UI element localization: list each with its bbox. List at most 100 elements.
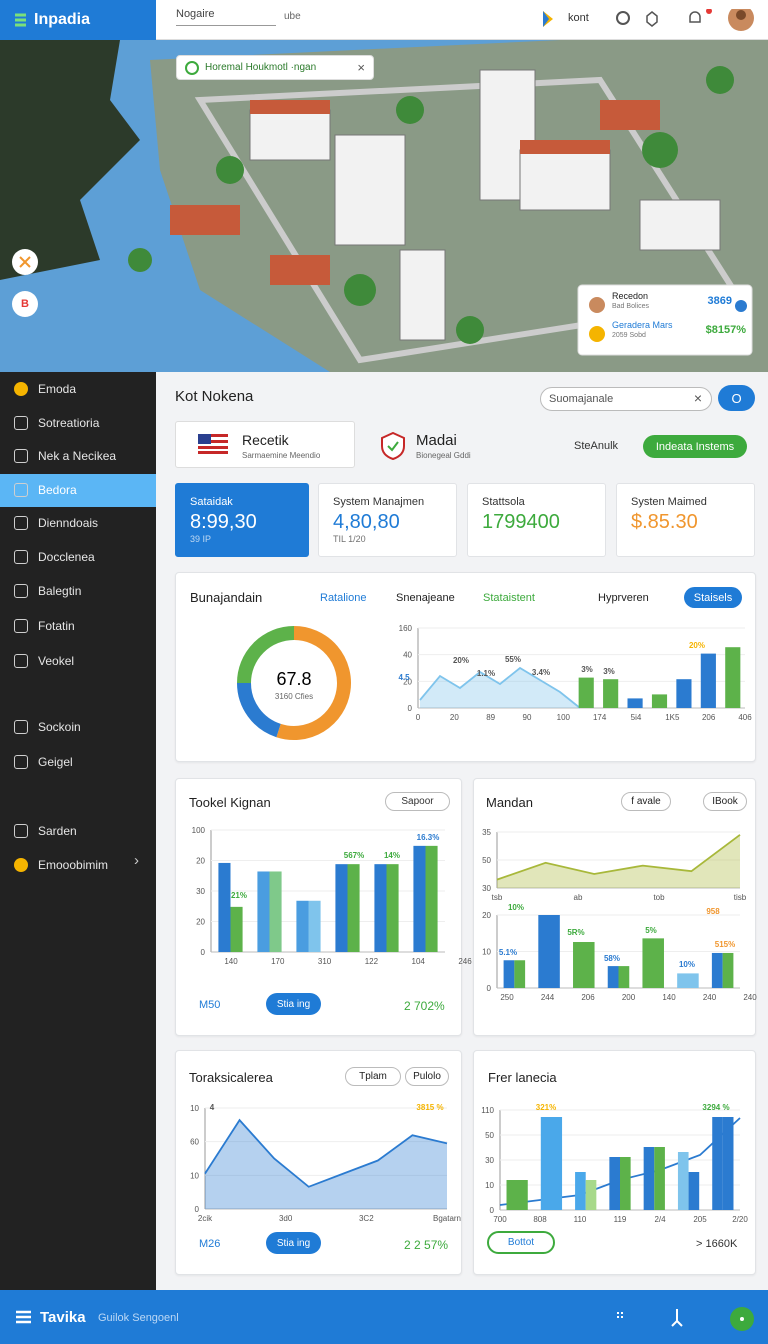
panel-button[interactable]: Tplam (345, 1067, 401, 1086)
info-title: Recetik (242, 432, 289, 448)
sidebar-label: Emooobimim (38, 858, 109, 872)
panel-button[interactable]: f avale (621, 792, 671, 811)
toast-close[interactable]: × (357, 60, 365, 75)
map-button[interactable]: B (21, 298, 29, 310)
sidebar-label: Geigel (38, 755, 73, 769)
sidebar-label: Dienndoais (38, 516, 99, 530)
footer-button[interactable]: Bottot (487, 1231, 555, 1254)
sidebar-icon (14, 449, 28, 463)
card-name: Recedon (612, 291, 649, 301)
tab[interactable]: Stataistent (483, 592, 535, 604)
search-input[interactable]: Nogaire (176, 8, 276, 26)
stat-value: 8:99,30 (190, 511, 257, 533)
sidebar-label: Sockoin (38, 720, 81, 734)
tab[interactable]: Hyprveren (598, 592, 649, 604)
logo[interactable]: Inpadia (0, 0, 156, 40)
footer-icon (16, 1310, 31, 1324)
footer-text: Guilok Sengoenl (98, 1312, 179, 1324)
panel-title: Tookel Kignan (189, 795, 271, 810)
panel-title: Mandan (486, 795, 533, 810)
footer-left: M50 (199, 999, 221, 1011)
sidebar-item[interactable]: Fotatin (14, 619, 75, 633)
sidebar-icon (14, 654, 28, 668)
sidebar-item[interactable]: Nek a Necikea (14, 449, 116, 463)
sidebar-item[interactable]: Bedora (14, 483, 77, 497)
panel-title: Toraksicalerea (189, 1070, 273, 1085)
toast-icon (185, 60, 199, 75)
content-search-text: Suomajanale (549, 393, 614, 405)
sidebar-label: Docclenea (38, 550, 95, 564)
sidebar-label: Fotatin (38, 619, 75, 633)
stat-label: Sataidak (190, 496, 233, 508)
panel: Tookel Kignan Sapoor M50 Stia ing 2 702% (175, 778, 462, 1036)
page-title: Kot Nokena (175, 388, 254, 405)
card-value: $8157% (705, 324, 746, 336)
sidebar-item[interactable]: Balegtin (14, 584, 81, 598)
sidebar-icon (14, 416, 28, 430)
footer-button[interactable]: Stia ing (266, 1232, 321, 1254)
button-text: Sapoor (401, 796, 434, 807)
tab[interactable]: Ratalione (320, 592, 367, 604)
panel-button[interactable]: Sapoor (385, 792, 450, 811)
stat-card: System Manajmen 4,80,80 TIL 1/20 (318, 483, 457, 557)
toast: Horemal Houkmotl ·ngan × (176, 55, 374, 80)
chevron[interactable]: › (134, 852, 139, 869)
sidebar-item[interactable]: Sarden (14, 824, 77, 838)
info-sub: Bionegeal Gddi (416, 451, 471, 460)
stat-value: 1799400 (482, 511, 560, 533)
flag (198, 434, 228, 454)
user-name[interactable]: kont (568, 12, 589, 24)
panel: Frer lanecia Bottot > 1660K (473, 1050, 756, 1275)
sidebar-item[interactable]: Sockoin (14, 720, 81, 734)
sidebar-icon (14, 619, 28, 633)
search-hint: ube (284, 11, 301, 22)
info-button[interactable]: Indeata Instems (643, 435, 747, 458)
sidebar-item[interactable]: Emooobimim (14, 858, 108, 872)
stat-sub: 39 IP (190, 534, 212, 544)
content-search[interactable]: Suomajanale × (540, 387, 712, 411)
hero-map (0, 40, 768, 372)
header-button[interactable]: O (718, 385, 755, 411)
sidebar-item[interactable]: Sotreatioria (14, 416, 99, 430)
card-value: 3869 (707, 295, 732, 307)
stat-card: Stattsola 1799400 (467, 483, 606, 557)
sidebar-item[interactable]: Veokel (14, 654, 74, 668)
info-link[interactable]: SteAnulk (574, 440, 619, 452)
sidebar-icon (14, 516, 28, 530)
sidebar-icon (14, 755, 28, 769)
stat-label: System Manajmen (333, 496, 425, 508)
sidebar: Emoda Sotreatioria Nek a Necikea Bedora Dien… (0, 372, 156, 1290)
card-sub: Bad Bolices (612, 303, 649, 310)
panel-button[interactable]: Pulolo (405, 1067, 449, 1086)
sidebar-item[interactable]: Emoda (14, 382, 76, 396)
sidebar-item[interactable]: Dienndoais (14, 516, 98, 530)
info-title: Madai (416, 432, 457, 449)
sidebar-icon (14, 858, 28, 872)
clear-icon[interactable]: × (693, 390, 702, 406)
sidebar-label: Emoda (38, 382, 77, 396)
sidebar-label: Nek a Necikea (38, 449, 117, 463)
info-sub: Sarmaemine Meendio (242, 451, 321, 460)
panel: Toraksicalerea Tplam Pulolo M26 Stia ing… (175, 1050, 462, 1275)
logo-text: Inpadia (34, 11, 91, 28)
sidebar-label: Veokel (38, 654, 75, 668)
tab[interactable]: Snenajeane (396, 592, 455, 604)
footer-bar: Tavika Guilok Sengoenl (0, 1290, 768, 1344)
footer-button[interactable]: Stia ing (266, 993, 321, 1015)
panel-button[interactable]: IBook (703, 792, 747, 811)
card-name: Geradera Mars (612, 320, 673, 330)
overview-panel: Bunajandain (175, 572, 756, 762)
sidebar-item[interactable]: Docclenea (14, 550, 95, 564)
sidebar-icon (14, 382, 28, 396)
footer-right: 2 702% (404, 999, 445, 1013)
stat-card: Sataidak 8:99,30 39 IP (175, 483, 309, 557)
footer-brand[interactable]: Tavika (40, 1309, 86, 1326)
info-card: Recetik Sarmaemine Meendio (175, 421, 355, 468)
sidebar-item[interactable]: Geigel (14, 755, 73, 769)
sidebar-label: Sarden (38, 824, 77, 838)
footer-right: > 1660K (696, 1238, 738, 1250)
card-sub: 2059 Sobd (612, 332, 646, 339)
overview-button[interactable]: Staisels (684, 587, 742, 608)
footer-left: M26 (199, 1238, 221, 1250)
stat-value: $.85.30 (631, 511, 698, 533)
